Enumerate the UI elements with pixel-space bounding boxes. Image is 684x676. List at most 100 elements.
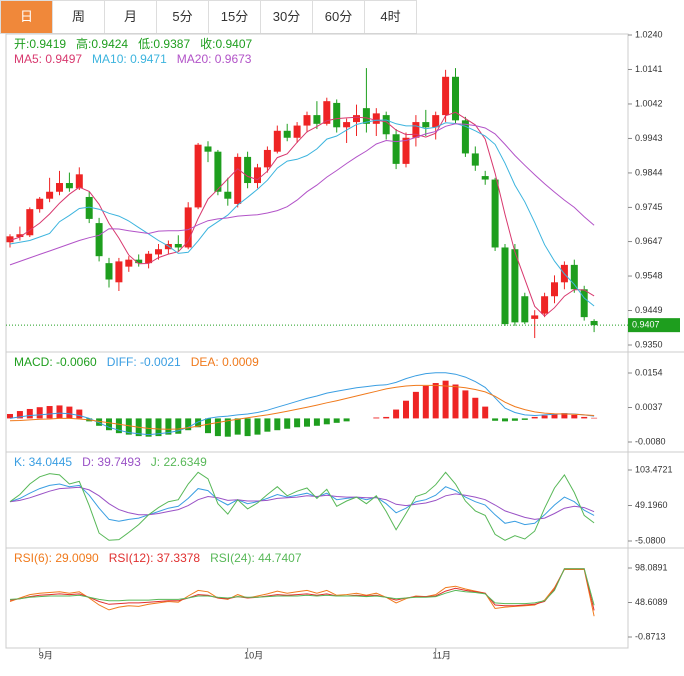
candle-body (273, 130, 281, 152)
period-tab[interactable]: 周 (53, 1, 105, 33)
candle-body (46, 191, 54, 199)
macd-bar (244, 418, 251, 437)
macd-bar (26, 408, 33, 419)
macd-bar (343, 418, 350, 422)
indicator-line (9, 568, 595, 611)
macd-bar (185, 418, 192, 431)
macd-bar (155, 418, 162, 437)
candle-body (402, 137, 410, 164)
macd-bar (591, 417, 598, 419)
legend-entry: RSI(6): 29.0090 (14, 551, 99, 565)
candle-body (293, 125, 301, 138)
macd-bar (254, 418, 261, 435)
period-tabs: 日周月 5分 15分 30分 60分 4时 (0, 0, 417, 34)
macd-bar (511, 418, 518, 421)
y-tick-label: -5.0800 (635, 535, 666, 545)
candle-body (16, 234, 24, 238)
legend-entry: MACD: -0.0060 (14, 355, 97, 369)
legend-entry: RSI(24): 44.7407 (210, 551, 302, 565)
candle-body (471, 153, 479, 166)
macd-bar (551, 413, 558, 419)
y-tick-label: 1.0141 (635, 64, 663, 74)
candle-body (184, 207, 192, 248)
legend-entry: 开:0.9419 (14, 37, 66, 51)
macd-bar (412, 391, 419, 419)
macd-bar (393, 409, 400, 419)
period-tab[interactable]: 15分 (209, 1, 261, 33)
legend-entry: DEA: 0.0009 (191, 355, 259, 369)
macd-bar (492, 418, 499, 421)
candle-body (521, 296, 529, 323)
x-tick-label: 10月 (244, 650, 263, 660)
macd-bar (581, 416, 588, 419)
candle-body (174, 243, 182, 248)
last-price-box (628, 318, 680, 333)
macd-bar (442, 380, 449, 419)
ma-line (9, 119, 595, 307)
candle-body (283, 130, 291, 138)
macd-bar (452, 384, 459, 419)
last-price-label: 0.9407 (632, 320, 660, 330)
candle-body (313, 115, 321, 124)
plot-frame (5, 33, 629, 649)
macd-bar (323, 418, 330, 425)
candle-body (531, 315, 539, 319)
macd-bar (145, 418, 152, 437)
candle-body (461, 120, 469, 154)
macd-bar (274, 418, 281, 431)
y-tick-label: 0.9350 (635, 339, 663, 349)
macd-bar (541, 415, 548, 419)
macd-bar (66, 406, 73, 419)
y-tick-label: 0.0037 (635, 402, 663, 412)
legend-entry: 高:0.9424 (76, 36, 128, 51)
y-tick-label: 0.9844 (635, 167, 663, 177)
legend-entry: MA5: 0.9497 (14, 52, 82, 66)
indicator-line (9, 569, 595, 617)
period-tab[interactable]: 月 (105, 1, 157, 33)
y-tick-label: 98.0891 (635, 562, 668, 572)
y-tick-label: 49.1960 (635, 500, 668, 510)
candle-body (452, 76, 459, 121)
y-tick-label: 0.9548 (635, 270, 663, 280)
macd-bar (214, 418, 221, 437)
macd-bar (16, 411, 23, 419)
macd-bar (284, 418, 291, 429)
candle-body (353, 115, 360, 123)
candle-body (432, 115, 440, 128)
y-tick-label: 0.9745 (635, 202, 663, 212)
macd-bar (175, 418, 182, 434)
macd-bar (234, 418, 241, 435)
indicator-line (9, 568, 595, 606)
candle-body (85, 196, 93, 219)
macd-bar (432, 383, 439, 419)
y-tick-label: 1.0240 (635, 29, 663, 39)
candle-body (481, 176, 489, 180)
candle-body (115, 261, 123, 283)
candle-body (263, 149, 271, 168)
macd-bar (125, 418, 132, 435)
macd-bar (115, 418, 122, 434)
macd-bar (403, 400, 409, 419)
candle-body (590, 320, 598, 326)
period-tab[interactable]: 60分 (313, 1, 365, 33)
y-tick-label: 1.0042 (635, 98, 663, 108)
macd-bar (304, 418, 310, 427)
period-tab[interactable]: 30分 (261, 1, 313, 33)
macd-bar (313, 418, 320, 426)
macd-bar (36, 407, 43, 419)
candle-body (343, 122, 351, 128)
candle-body (491, 179, 499, 248)
period-tab[interactable]: 4时 (365, 1, 417, 33)
macd-bar (373, 417, 380, 419)
legend-entry: D: 39.7493 (82, 455, 141, 469)
period-tab[interactable]: 日 (1, 1, 53, 33)
period-tab[interactable]: 5分 (157, 1, 209, 33)
candle-body (244, 156, 252, 184)
macd-bar (482, 406, 489, 419)
candle-body (372, 113, 380, 124)
macd-bar (561, 413, 568, 419)
candle-body (501, 247, 509, 325)
candle-body (194, 144, 202, 208)
candle-body (36, 198, 44, 210)
